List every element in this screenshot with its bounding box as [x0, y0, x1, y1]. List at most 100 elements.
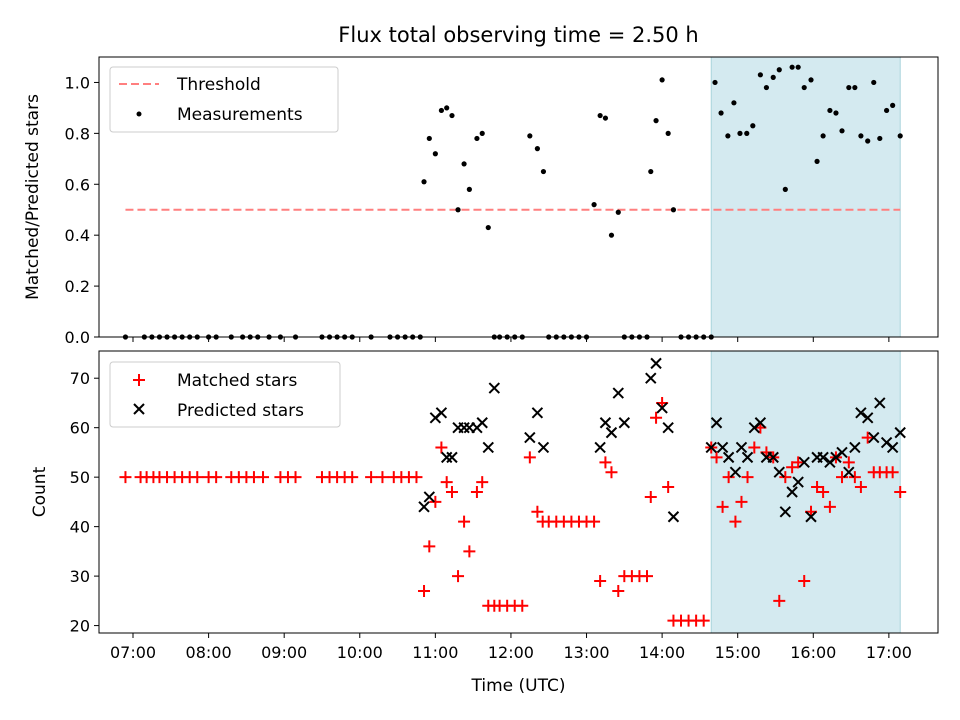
matched-star-point: [418, 584, 431, 597]
measurement-point: [744, 130, 750, 136]
predicted-star-point: [488, 382, 501, 394]
predicted-star-point: [435, 407, 448, 419]
matched-star-point: [458, 515, 471, 528]
bottom-x-tick-label: 14:00: [639, 643, 685, 662]
measurement-point: [438, 107, 445, 114]
matched-star-point: [848, 471, 861, 484]
matched-star-point: [210, 471, 223, 484]
top-y-tick-label: 0.4: [65, 226, 90, 245]
matched-star-point: [735, 495, 748, 508]
predicted-star-point: [705, 441, 717, 454]
top-legend-box: [109, 66, 339, 133]
measurement-point: [839, 128, 845, 134]
matched-star-point: [516, 599, 529, 612]
predicted-star-point: [754, 417, 767, 429]
bottom-y-tick-label: 20: [70, 617, 90, 636]
measurement-point: [770, 74, 776, 80]
measurement-point: [871, 79, 877, 86]
matched-star-point: [842, 456, 855, 469]
measurement-point: [820, 133, 826, 139]
measurement-point: [763, 84, 770, 91]
measurement-point: [858, 133, 864, 139]
top-y-tick-label: 0.6: [65, 175, 90, 194]
matched-star-point: [644, 490, 657, 503]
bottom-y-tick-label: 60: [70, 419, 90, 438]
bottom-x-tick-label: 08:00: [186, 643, 232, 662]
matched-star-point: [886, 466, 899, 479]
matched-star-point: [773, 594, 786, 607]
measurement-point: [659, 77, 665, 83]
predicted-star-point: [605, 426, 618, 439]
measurement-point: [827, 107, 833, 114]
legend-measurements-swatch: [136, 111, 142, 117]
matched-star-point: [798, 575, 811, 588]
matched-star-point: [376, 471, 389, 484]
matched-star-point: [792, 456, 805, 469]
measurement-point: [795, 64, 801, 70]
measurement-point: [485, 224, 491, 231]
measurement-point: [615, 209, 621, 215]
predicted-star-point: [594, 441, 606, 454]
matched-star-point: [365, 471, 378, 484]
matched-star-point: [811, 481, 824, 494]
matched-star-point: [612, 584, 625, 597]
top-y-tick-label: 1.0: [65, 73, 90, 92]
matched-star-point: [289, 471, 302, 484]
measurement-point: [890, 102, 896, 108]
matched-star-point: [594, 575, 607, 588]
measurement-point: [597, 112, 603, 119]
predicted-star-point: [861, 412, 874, 424]
bottom-highlight-span: [710, 350, 901, 634]
measurement-point: [421, 179, 427, 185]
bottom-x-tick-label: 17:00: [866, 643, 912, 662]
bottom-panel: 20 30 40 50 60 70 07:00 08:00 09:00 10:00 11:00 12:…: [30, 350, 939, 696]
measurement-point: [444, 105, 450, 111]
legend-predicted-label: Predicted stars: [177, 401, 304, 421]
measurement-point: [725, 133, 731, 139]
matched-star-point: [452, 570, 465, 583]
predicted-star-point: [874, 397, 886, 409]
bottom-legend-box: [109, 361, 341, 428]
matched-star-point: [710, 451, 723, 464]
matched-star-point: [588, 515, 601, 528]
matched-star-point: [423, 540, 436, 553]
matched-star-point: [470, 486, 483, 498]
bottom-x-tick-label: 11:00: [412, 643, 458, 662]
predicted-star-point: [423, 491, 436, 503]
measurement-point: [426, 135, 432, 142]
predicted-star-point: [537, 441, 550, 454]
bottom-y-tick-label: 30: [70, 567, 90, 586]
predicted-star-point: [798, 456, 810, 469]
predicted-star-point: [599, 417, 612, 429]
predicted-star-point: [524, 431, 536, 444]
matched-star-point: [119, 471, 132, 484]
bottom-x-tick-label: 16:00: [790, 643, 836, 662]
predicted-star-point: [645, 372, 657, 384]
measurement-point: [648, 168, 654, 175]
matched-star-point: [429, 495, 442, 508]
measurement-point: [540, 168, 547, 175]
matched-star-point: [779, 471, 792, 484]
predicted-star-point: [792, 476, 804, 488]
predicted-star-point: [735, 441, 748, 454]
predicted-star-point: [868, 431, 880, 444]
predicted-star-point: [418, 501, 430, 513]
top-panel: 0.0 0.2 0.4 0.6 0.8 1.0 Flux total observing …: [23, 23, 939, 347]
top-y-tick-label: 0.2: [65, 277, 90, 296]
predicted-star-point: [667, 511, 680, 523]
measurement-point: [534, 146, 540, 152]
predicted-star-point: [710, 417, 723, 429]
matched-star-point: [854, 481, 867, 494]
top-legend: Threshold Measurements: [109, 66, 339, 133]
predicted-star-point: [894, 426, 906, 439]
measurement-point: [479, 130, 485, 136]
measurement-point: [466, 186, 472, 192]
predicted-star-point: [716, 441, 729, 454]
bottom-axes-frame: [98, 350, 939, 634]
matched-star-point: [716, 500, 729, 513]
matched-star-point: [599, 456, 612, 469]
matched-star-point: [650, 411, 663, 424]
matched-star-point: [894, 486, 907, 498]
measurement-point: [846, 84, 852, 91]
bottom-x-tick-label: 07:00: [110, 643, 156, 662]
